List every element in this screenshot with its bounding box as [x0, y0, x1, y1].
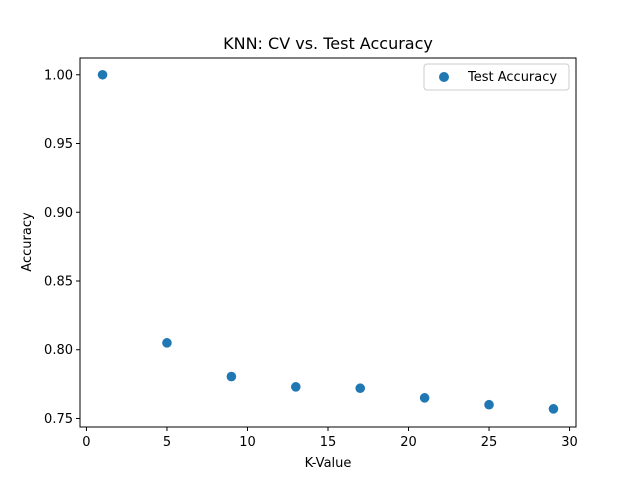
x-tick-label: 10 — [239, 435, 256, 450]
y-axis-ticks: 0.75 0.80 0.85 0.90 0.95 1.00 — [44, 68, 80, 427]
data-point — [290, 382, 301, 392]
data-point — [162, 338, 172, 348]
y-tick-label: 0.95 — [44, 137, 73, 152]
x-tick-label: 0 — [82, 435, 90, 450]
legend-marker — [439, 72, 449, 82]
x-axis-ticks: 0 5 10 15 20 25 30 — [82, 427, 578, 450]
x-axis-title: K-Value — [305, 456, 352, 471]
y-tick-label: 0.80 — [44, 343, 73, 358]
y-tick-label: 0.85 — [44, 274, 73, 289]
y-tick-label: 0.75 — [44, 412, 73, 427]
x-tick-label: 30 — [561, 435, 578, 450]
data-point — [97, 69, 108, 80]
plot-area — [97, 69, 559, 414]
data-point — [419, 393, 430, 403]
legend-box — [423, 63, 570, 91]
legend: Test Accuracy — [423, 63, 570, 91]
data-point — [484, 399, 494, 410]
y-tick-label: 0.90 — [44, 206, 73, 221]
data-point — [355, 383, 366, 394]
y-axis-title: Accuracy — [20, 212, 35, 272]
y-tick-label: 1.00 — [44, 68, 73, 83]
chart-title: KNN: CV vs. Test Accuracy — [223, 34, 433, 53]
x-tick-label: 15 — [320, 435, 337, 450]
x-tick-label: 5 — [163, 435, 171, 450]
x-tick-label: 25 — [481, 435, 498, 450]
data-point — [548, 404, 559, 414]
data-point — [226, 371, 237, 382]
legend-label: Test Accuracy — [467, 70, 557, 85]
x-tick-label: 20 — [400, 435, 417, 450]
